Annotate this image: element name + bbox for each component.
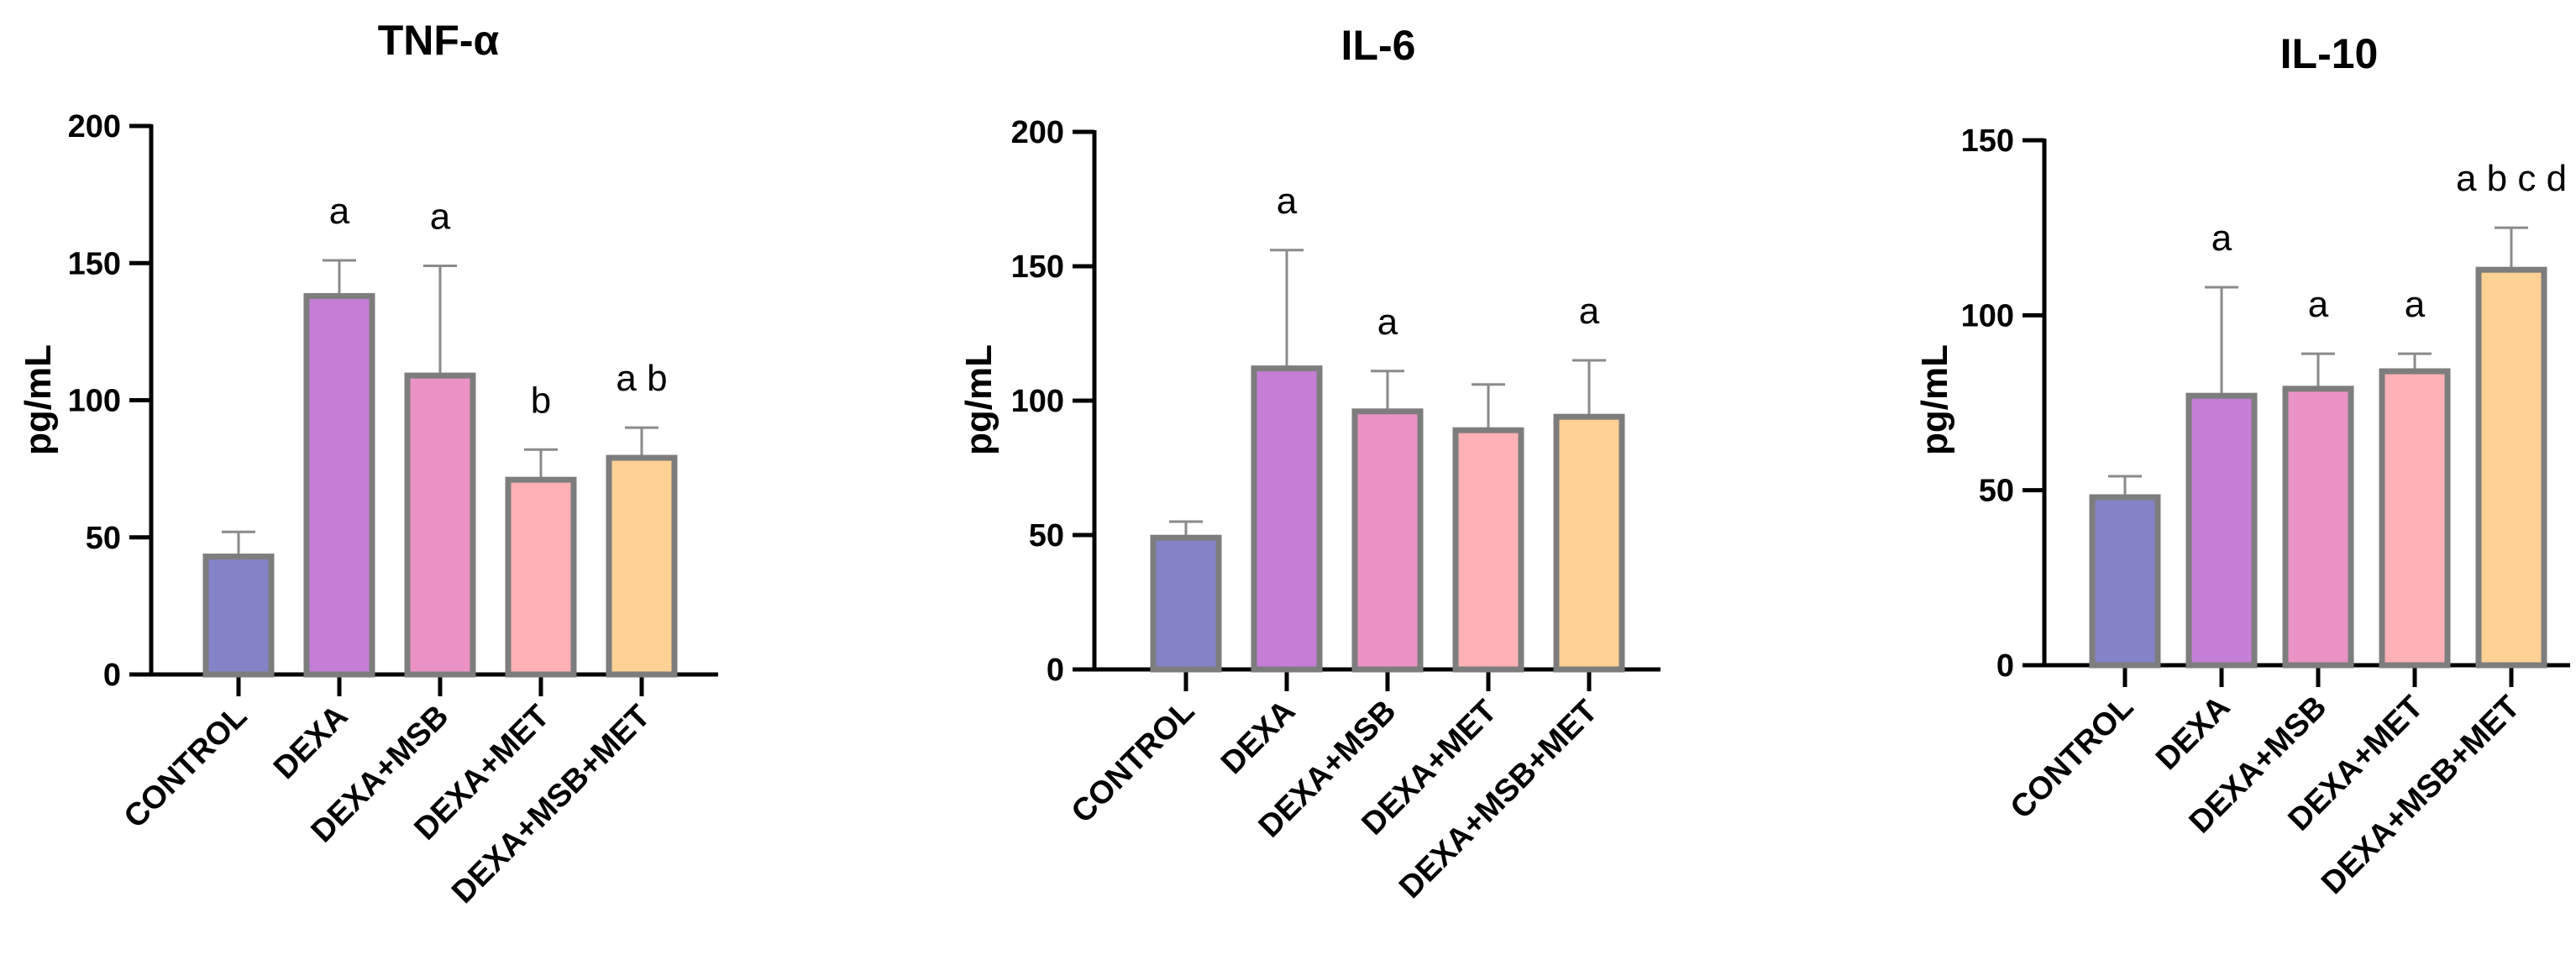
bar-dexa-msb-met (1553, 413, 1625, 673)
y-tick-label: 100 (1961, 298, 2014, 333)
bar-dexa-msb (2282, 386, 2354, 669)
significance-label: a b (616, 358, 667, 399)
bar-dexa-msb (1351, 408, 1424, 673)
significance-label: a (430, 197, 451, 238)
bar-dexa (2185, 392, 2258, 669)
x-tick-label: DEXA (2149, 690, 2237, 777)
chart-title: IL-10 (2280, 30, 2379, 77)
y-axis-label: pg/mL (18, 344, 59, 455)
bar-dexa-met (2379, 368, 2451, 669)
y-axis-label: pg/mL (958, 344, 999, 455)
bar-control (1150, 534, 1222, 673)
bar-dexa (1251, 365, 1323, 673)
x-tick-label: DEXA+MSB+MET (1393, 694, 1604, 905)
x-tick-label: CONTROL (2004, 690, 2141, 826)
y-tick-label: 150 (68, 246, 121, 281)
significance-label: a (1579, 291, 1600, 332)
y-tick-label: 200 (1011, 115, 1064, 150)
bar-control (202, 554, 275, 678)
chart-title: TNF-α (378, 17, 500, 64)
bar-dexa-msb-met (606, 454, 678, 678)
y-tick-label: 0 (1996, 648, 2014, 684)
bar-dexa-met (505, 476, 577, 678)
significance-label: b (531, 380, 551, 421)
x-tick-label: CONTROL (118, 699, 254, 836)
panel-il-10: IL-10 pg/mL 050100150CONTROLaDEXAaDEXA+M… (1914, 30, 2570, 901)
x-tick-label: DEXA (267, 699, 354, 786)
significance-label: a (329, 191, 350, 232)
panel-il-6: IL-6 pg/mL 0 50 100 150 200 CONTROL a DEXA a DEXA… (958, 22, 1660, 905)
chart-title: IL-6 (1341, 22, 1416, 69)
y-tick-label: 0 (1047, 653, 1064, 688)
y-tick-label: 100 (68, 384, 121, 419)
y-tick-label: 150 (1011, 249, 1064, 285)
significance-label: a (2405, 284, 2426, 325)
y-tick-label: 50 (86, 521, 121, 556)
bar-dexa (303, 292, 375, 678)
y-axis-label: pg/mL (1914, 344, 1955, 455)
significance-label: a b c d (2456, 158, 2567, 199)
bar-dexa-met (1452, 427, 1524, 673)
bar-control (2089, 494, 2161, 669)
panel-tnf-alpha: TNF-α pg/mL 0 50 100 150 200 CONTROL a DEXA a DEX… (18, 17, 718, 910)
x-tick-label: DEXA+MSB+MET (445, 699, 657, 910)
y-tick-label: 50 (1029, 518, 1064, 554)
significance-label: a (2211, 218, 2232, 259)
y-tick-label: 100 (1011, 384, 1064, 419)
significance-label: a (1377, 302, 1398, 343)
y-tick-label: 200 (68, 109, 121, 144)
bar-dexa-msb-met (2475, 266, 2547, 669)
bar-dexa-msb (404, 372, 476, 678)
x-tick-label: DEXA (1215, 694, 1302, 781)
y-tick-label: 150 (1961, 123, 2014, 159)
y-tick-label: 50 (1979, 474, 2014, 509)
y-tick-label: 0 (103, 658, 121, 693)
significance-label: a (1277, 181, 1298, 222)
x-tick-label: CONTROL (1065, 694, 1202, 831)
significance-label: a (2308, 284, 2329, 325)
